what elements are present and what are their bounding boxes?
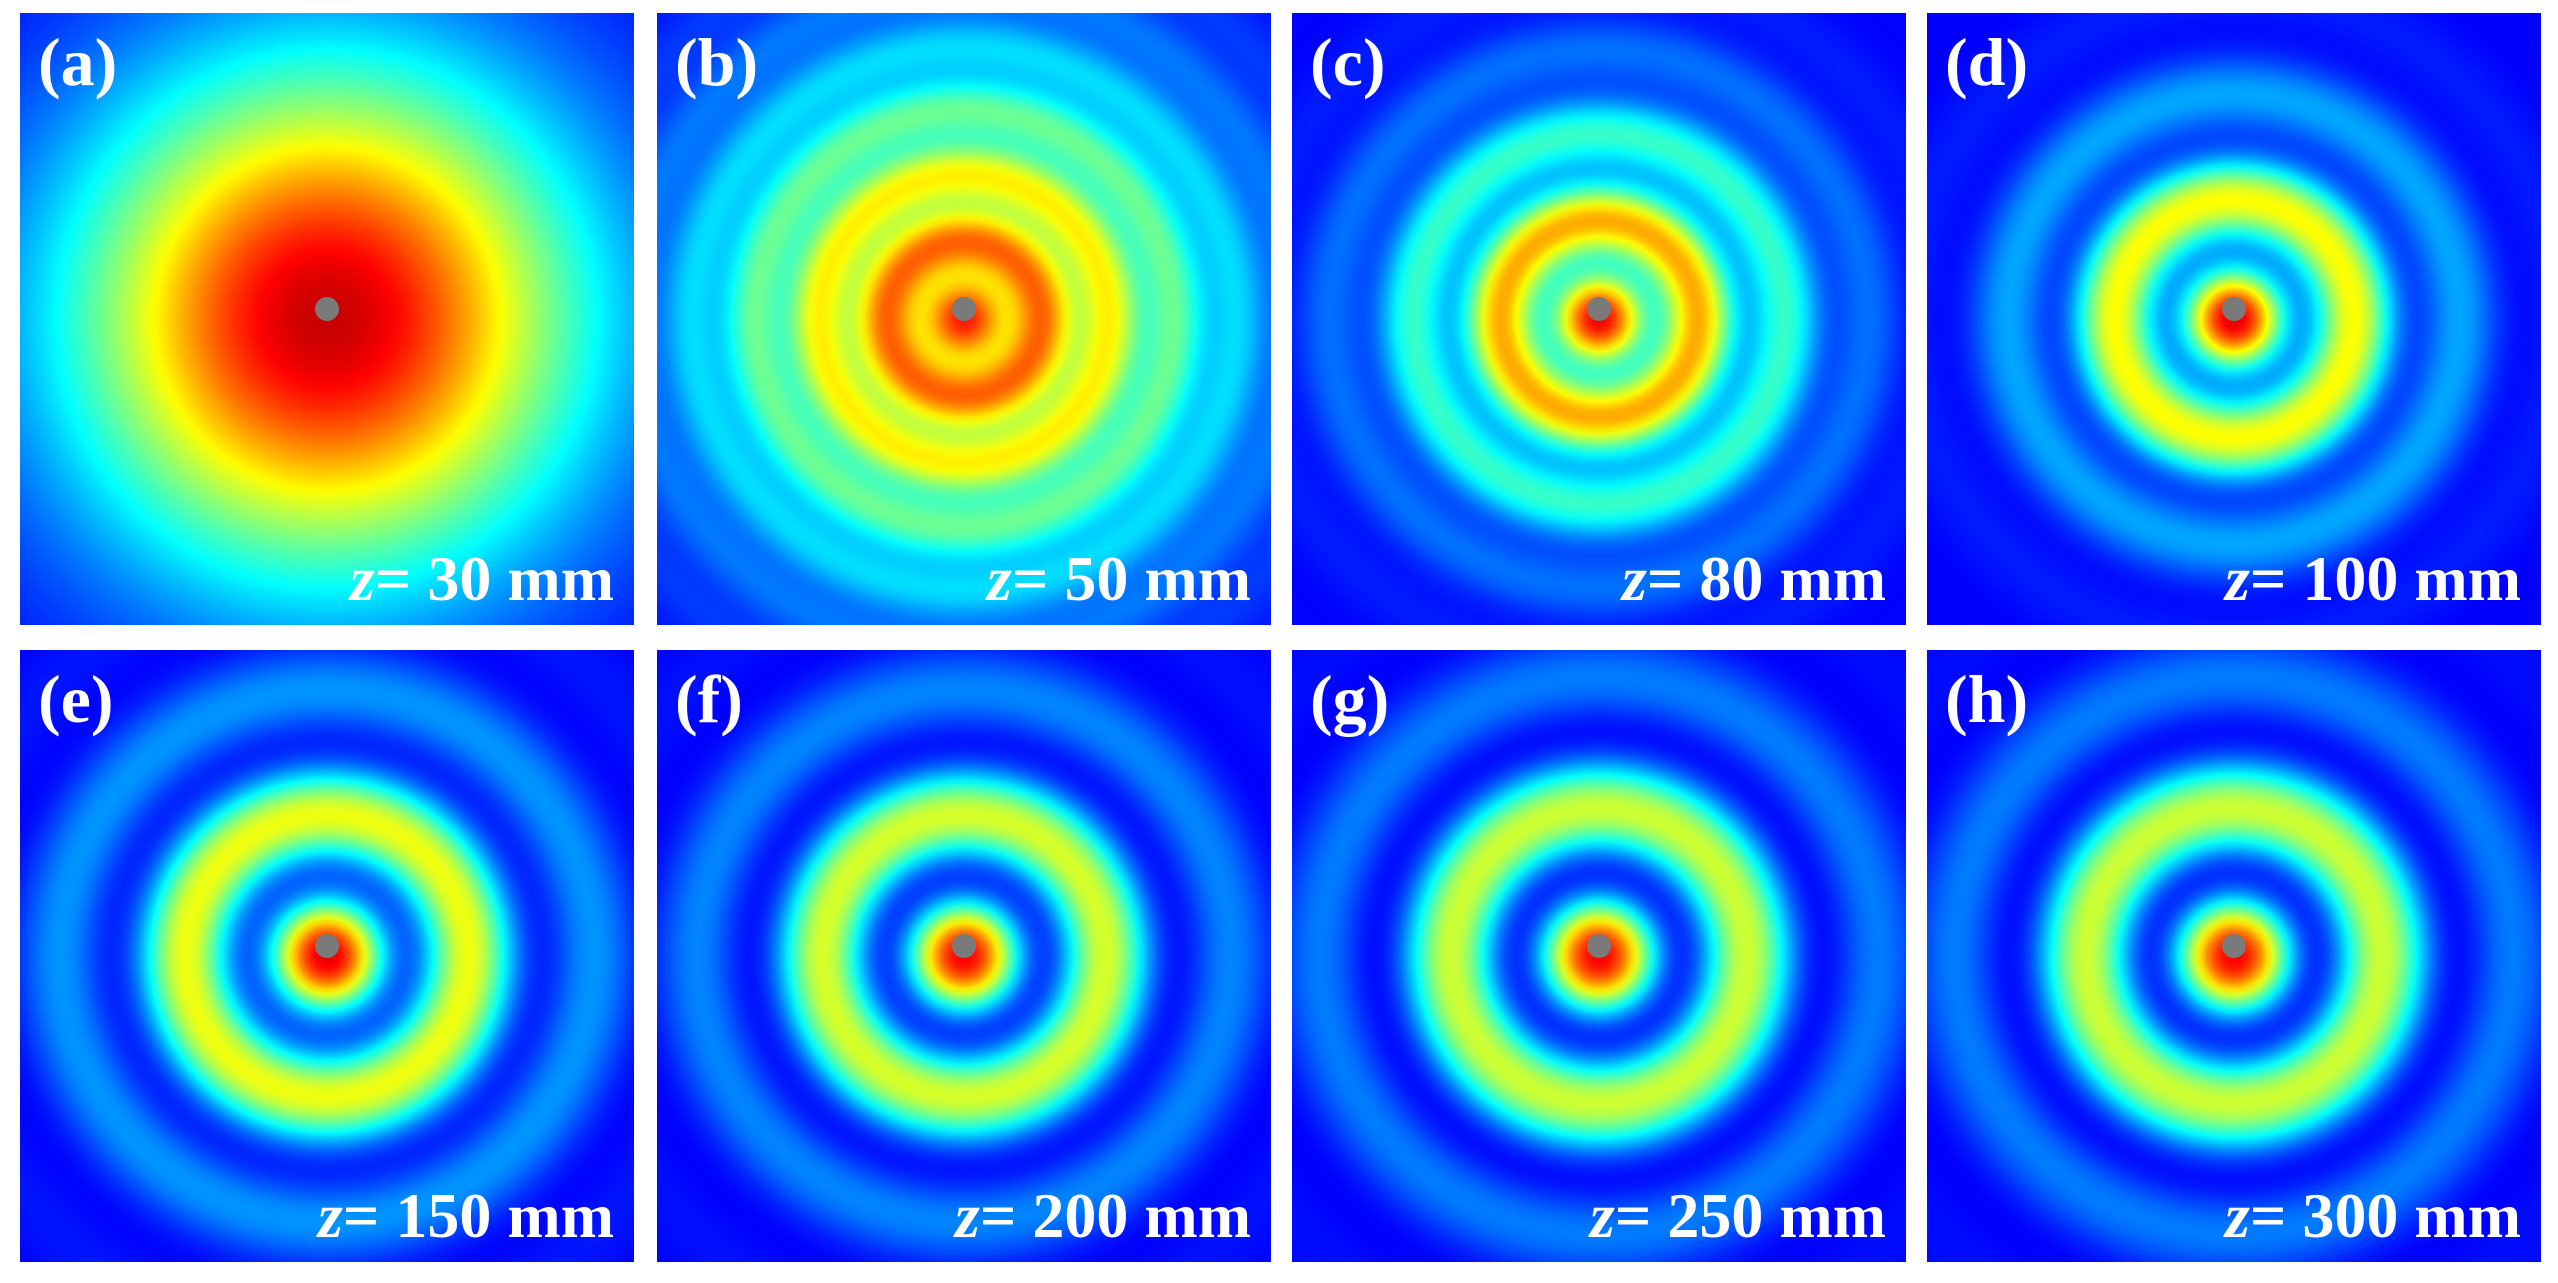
panel-label: (e) bbox=[38, 661, 113, 737]
z-symbol: z bbox=[2223, 1180, 2250, 1251]
panel-label: (d) bbox=[1945, 24, 2028, 100]
center-dot bbox=[952, 934, 976, 958]
panel-label: (b) bbox=[675, 24, 758, 100]
center-dot bbox=[952, 297, 976, 321]
z-caption: z= 150 mm bbox=[316, 1180, 614, 1251]
center-dot bbox=[315, 297, 339, 321]
z-caption: z= 300 mm bbox=[2223, 1180, 2521, 1251]
panel-label: (f) bbox=[675, 661, 743, 737]
panel-label: (c) bbox=[1310, 24, 1385, 100]
panel: (d) z= 100 mm bbox=[1927, 13, 2541, 625]
z-value: = 100 mm bbox=[2250, 543, 2521, 614]
z-value: = 250 mm bbox=[1615, 1180, 1886, 1251]
panel: (a) z= 30 mm bbox=[20, 13, 634, 625]
center-dot bbox=[2222, 934, 2246, 958]
z-symbol: z bbox=[348, 543, 375, 614]
z-value: = 200 mm bbox=[980, 1180, 1251, 1251]
z-caption: z= 80 mm bbox=[1620, 543, 1886, 614]
z-value: = 30 mm bbox=[375, 543, 614, 614]
center-dot bbox=[1587, 297, 1611, 321]
center-dot bbox=[2222, 297, 2246, 321]
z-value: = 300 mm bbox=[2250, 1180, 2521, 1251]
panel-label: (a) bbox=[38, 24, 117, 100]
z-symbol: z bbox=[2223, 543, 2250, 614]
panel: (b) z= 50 mm bbox=[657, 13, 1271, 625]
panel: (c) z= 80 mm bbox=[1292, 13, 1906, 625]
z-caption: z= 200 mm bbox=[953, 1180, 1251, 1251]
z-symbol: z bbox=[953, 1180, 980, 1251]
z-value: = 150 mm bbox=[343, 1180, 614, 1251]
z-caption: z= 50 mm bbox=[985, 543, 1251, 614]
panel-label: (g) bbox=[1310, 661, 1389, 737]
z-value: = 50 mm bbox=[1012, 543, 1251, 614]
z-caption: z= 30 mm bbox=[348, 543, 614, 614]
center-dot bbox=[315, 934, 339, 958]
z-symbol: z bbox=[985, 543, 1012, 614]
panel: (g) z= 250 mm bbox=[1292, 650, 1906, 1262]
z-symbol: z bbox=[316, 1180, 343, 1251]
z-value: = 80 mm bbox=[1647, 543, 1886, 614]
panel-label: (h) bbox=[1945, 661, 2028, 737]
z-symbol: z bbox=[1588, 1180, 1615, 1251]
z-symbol: z bbox=[1620, 543, 1647, 614]
panel: (h) z= 300 mm bbox=[1927, 650, 2541, 1262]
center-dot bbox=[1587, 934, 1611, 958]
panel: (f) z= 200 mm bbox=[657, 650, 1271, 1262]
panel: (e) z= 150 mm bbox=[20, 650, 634, 1262]
z-caption: z= 100 mm bbox=[2223, 543, 2521, 614]
z-caption: z= 250 mm bbox=[1588, 1180, 1886, 1251]
